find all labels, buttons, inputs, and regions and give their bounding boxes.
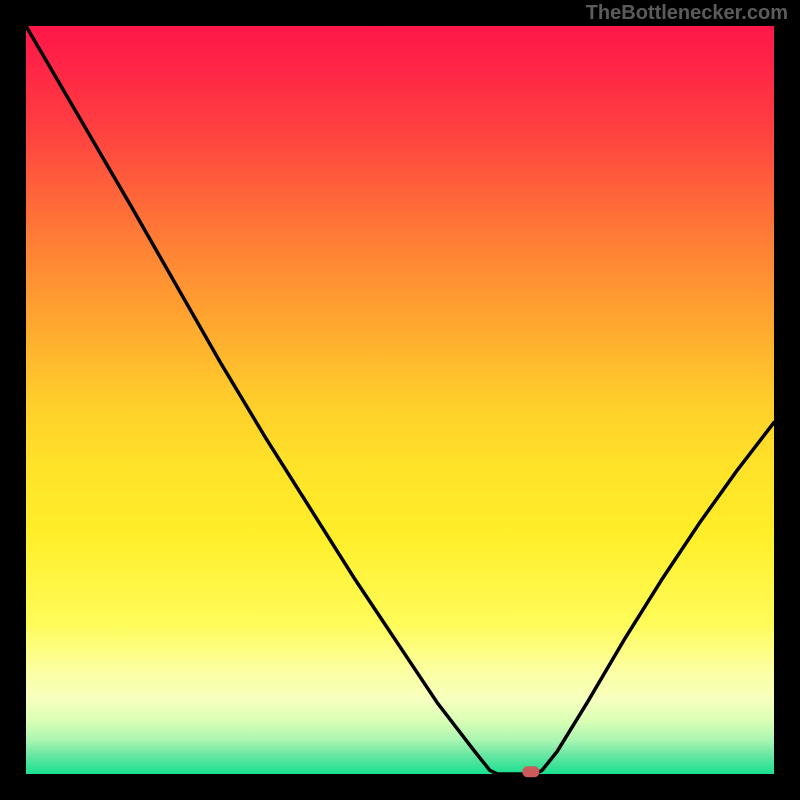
- bottleneck-chart: [0, 0, 800, 800]
- watermark-text: TheBottlenecker.com: [586, 2, 788, 25]
- optimal-marker: [522, 766, 539, 777]
- chart-frame: TheBottlenecker.com: [0, 0, 800, 800]
- chart-plot-background: [26, 26, 774, 774]
